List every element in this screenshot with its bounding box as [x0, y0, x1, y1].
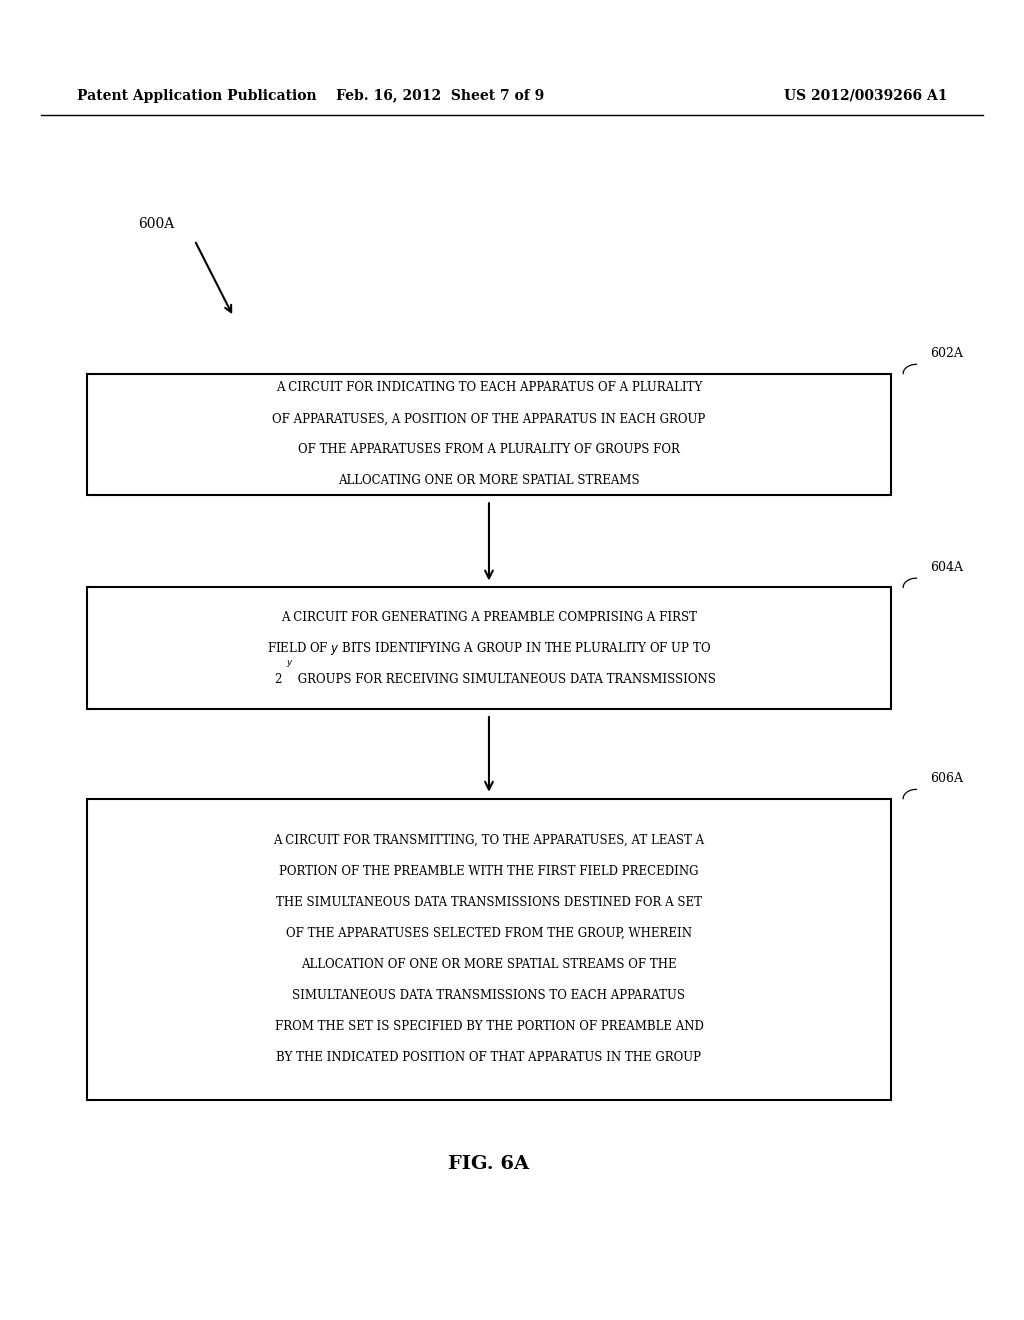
Text: 600A: 600A [138, 218, 174, 231]
Text: A CIRCUIT FOR TRANSMITTING, TO THE APPARATUSES, AT LEAST A: A CIRCUIT FOR TRANSMITTING, TO THE APPAR… [273, 834, 705, 847]
Text: US 2012/0039266 A1: US 2012/0039266 A1 [783, 88, 947, 103]
Text: FIG. 6A: FIG. 6A [449, 1155, 529, 1173]
Text: 2: 2 [274, 673, 282, 685]
Text: PORTION OF THE PREAMBLE WITH THE FIRST FIELD PRECEDING: PORTION OF THE PREAMBLE WITH THE FIRST F… [280, 865, 698, 878]
Text: A CIRCUIT FOR INDICATING TO EACH APPARATUS OF A PLURALITY: A CIRCUIT FOR INDICATING TO EACH APPARAT… [275, 381, 702, 395]
Text: OF THE APPARATUSES SELECTED FROM THE GROUP, WHEREIN: OF THE APPARATUSES SELECTED FROM THE GRO… [286, 927, 692, 940]
Text: Feb. 16, 2012  Sheet 7 of 9: Feb. 16, 2012 Sheet 7 of 9 [336, 88, 545, 103]
Text: THE SIMULTANEOUS DATA TRANSMISSIONS DESTINED FOR A SET: THE SIMULTANEOUS DATA TRANSMISSIONS DEST… [275, 896, 702, 909]
Text: FIELD OF $y$ BITS IDENTIFYING A GROUP IN THE PLURALITY OF UP TO: FIELD OF $y$ BITS IDENTIFYING A GROUP IN… [267, 640, 711, 656]
Text: FROM THE SET IS SPECIFIED BY THE PORTION OF PREAMBLE AND: FROM THE SET IS SPECIFIED BY THE PORTION… [274, 1020, 703, 1034]
Text: 606A: 606A [930, 772, 963, 785]
Text: GROUPS FOR RECEIVING SIMULTANEOUS DATA TRANSMISSIONS: GROUPS FOR RECEIVING SIMULTANEOUS DATA T… [295, 673, 716, 685]
Text: BY THE INDICATED POSITION OF THAT APPARATUS IN THE GROUP: BY THE INDICATED POSITION OF THAT APPARA… [276, 1051, 701, 1064]
Bar [87, 799, 891, 1100]
Bar [87, 374, 891, 495]
Text: A CIRCUIT FOR GENERATING A PREAMBLE COMPRISING A FIRST: A CIRCUIT FOR GENERATING A PREAMBLE COMP… [281, 611, 697, 623]
Text: ALLOCATING ONE OR MORE SPATIAL STREAMS: ALLOCATING ONE OR MORE SPATIAL STREAMS [338, 474, 640, 487]
Text: SIMULTANEOUS DATA TRANSMISSIONS TO EACH APPARATUS: SIMULTANEOUS DATA TRANSMISSIONS TO EACH … [293, 989, 685, 1002]
Text: 602A: 602A [930, 347, 963, 360]
Bar [87, 587, 891, 709]
Text: 604A: 604A [930, 561, 963, 574]
Text: OF THE APPARATUSES FROM A PLURALITY OF GROUPS FOR: OF THE APPARATUSES FROM A PLURALITY OF G… [298, 444, 680, 457]
Text: $y$: $y$ [287, 659, 294, 669]
Text: ALLOCATION OF ONE OR MORE SPATIAL STREAMS OF THE: ALLOCATION OF ONE OR MORE SPATIAL STREAM… [301, 958, 677, 972]
Text: OF APPARATUSES, A POSITION OF THE APPARATUS IN EACH GROUP: OF APPARATUSES, A POSITION OF THE APPARA… [272, 412, 706, 425]
Text: Patent Application Publication: Patent Application Publication [77, 88, 316, 103]
